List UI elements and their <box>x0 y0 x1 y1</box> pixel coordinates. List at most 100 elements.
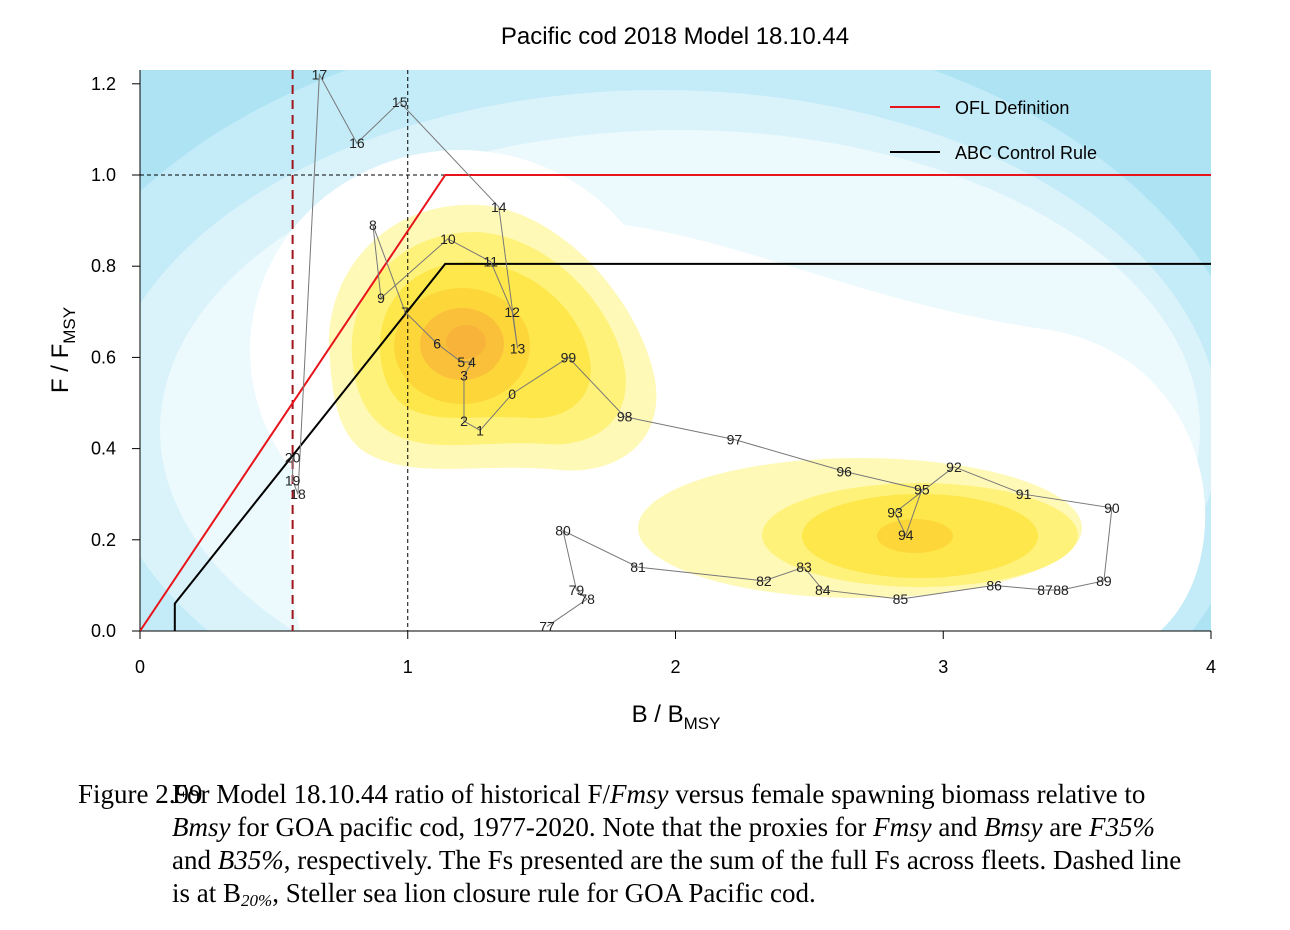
legend: OFL Definition ABC Control Rule <box>890 98 1097 163</box>
y-tick-label: 1.0 <box>91 165 116 185</box>
caption-figure-number: Figure 2.99 <box>78 779 203 809</box>
point-label: 80 <box>555 523 571 539</box>
caption-italic: Bmsy <box>172 812 231 842</box>
point-label: 85 <box>893 591 909 607</box>
point-label: 91 <box>1016 486 1032 502</box>
y-tick-label: 0.2 <box>91 530 116 550</box>
point-label: 99 <box>561 349 577 365</box>
point-label: 19 <box>285 473 301 489</box>
point-label: 90 <box>1104 500 1120 516</box>
caption-italic: Fmsy <box>609 779 669 809</box>
trajectory-line <box>292 72 1113 627</box>
point-label: 86 <box>986 577 1002 593</box>
point-label: 78 <box>579 591 595 607</box>
svg-text:B / BMSY: B / BMSY <box>632 701 721 733</box>
x-tick-label: 0 <box>135 657 145 677</box>
point-label: 11 <box>483 254 498 270</box>
caption-line-2: Bmsy for GOA pacific cod, 1977-2020. Not… <box>172 811 1272 844</box>
point-label: 79 <box>569 582 585 598</box>
svg-text:F / FMSY: F / FMSY <box>47 307 79 393</box>
point-label: 2 <box>460 413 468 429</box>
caption-text: are <box>1042 812 1089 842</box>
caption-italic: Bmsy <box>984 812 1043 842</box>
y-tick-label: 0.8 <box>91 256 116 276</box>
x-axis-label-sub: MSY <box>684 714 721 733</box>
point-label: 18 <box>290 486 306 502</box>
trajectory <box>292 72 1113 627</box>
point-label: 17 <box>312 67 328 83</box>
point-label: 13 <box>510 340 526 356</box>
legend-ofl-label: OFL Definition <box>955 98 1069 118</box>
legend-abc-label: ABC Control Rule <box>955 143 1097 163</box>
point-label: 20 <box>285 450 301 466</box>
point-label: 83 <box>796 559 812 575</box>
point-label: 97 <box>727 431 743 447</box>
point-label: 96 <box>836 463 852 479</box>
point-label: 89 <box>1096 573 1112 589</box>
point-label: 0 <box>508 386 516 402</box>
x-axis-label-main: B / B <box>632 701 684 728</box>
point-label: 81 <box>630 559 646 575</box>
point-label: 77 <box>539 618 555 634</box>
caption-line-3: and B35%, respectively. The Fs presented… <box>172 844 1272 877</box>
caption-text: is at B <box>172 878 242 908</box>
point-label: 9 <box>377 290 385 306</box>
point-label: 16 <box>349 135 365 151</box>
x-tick-label: 2 <box>670 657 680 677</box>
caption-italic: B35% <box>217 845 284 875</box>
caption-italic: F35% <box>1089 812 1155 842</box>
y-axis-label-main: F / F <box>47 344 74 393</box>
point-label: 98 <box>617 409 633 425</box>
x-tick-label: 4 <box>1206 657 1216 677</box>
caption-italic: Fmsy <box>873 812 932 842</box>
point-label: 3 <box>460 368 468 384</box>
point-label: 93 <box>887 504 903 520</box>
y-tick-label: 0.6 <box>91 347 116 367</box>
chart-title: Pacific cod 2018 Model 18.10.44 <box>501 23 849 50</box>
caption-line-4: is at B20%, Steller sea lion closure rul… <box>172 877 1272 917</box>
point-label: 12 <box>504 304 520 320</box>
caption-text: and <box>931 812 985 842</box>
x-axis-ticks: 0 1 2 3 4 <box>135 631 1216 677</box>
density-contours-late <box>638 458 1082 598</box>
y-axis-label: F / FMSY <box>47 307 79 393</box>
x-tick-label: 3 <box>938 657 948 677</box>
caption-text: versus female spawning biomass relative … <box>668 779 1146 809</box>
caption-line-1: For Model 18.10.44 ratio of historical F… <box>172 778 1272 811</box>
point-label: 10 <box>440 231 456 247</box>
point-label: 1 <box>476 422 484 438</box>
caption-italic-subscript: 20% <box>241 891 273 910</box>
caption-text: For Model 18.10.44 ratio of historical F… <box>172 779 610 809</box>
y-axis-label-sub: MSY <box>60 307 79 344</box>
y-tick-label: 0.4 <box>91 439 116 459</box>
point-label: 87 <box>1037 582 1053 598</box>
y-tick-label: 1.2 <box>91 74 116 94</box>
ofl-definition-line <box>140 174 1211 631</box>
x-tick-label: 1 <box>403 657 413 677</box>
caption-text: for GOA pacific cod, 1977-2020. Note tha… <box>230 812 874 842</box>
caption-text: and <box>172 845 218 875</box>
point-label: 94 <box>898 527 914 543</box>
point-label: 88 <box>1053 582 1069 598</box>
abc-control-rule-line <box>173 262 1211 631</box>
point-label: 4 <box>468 354 476 370</box>
point-label: 82 <box>756 573 772 589</box>
point-label: 14 <box>491 199 507 215</box>
y-axis-ticks: 0.0 0.2 0.4 0.6 0.8 1.0 1.2 <box>91 74 140 641</box>
point-label: 6 <box>433 336 441 352</box>
point-label: 5 <box>457 354 465 370</box>
x-axis-label: B / BMSY <box>632 701 721 733</box>
point-label: 8 <box>369 217 377 233</box>
y-tick-label: 0.0 <box>91 621 116 641</box>
control-rules <box>140 174 1211 631</box>
point-label: 95 <box>914 482 930 498</box>
point-label: 92 <box>946 459 962 475</box>
caption-text: , Steller sea lion closure rule for GOA … <box>272 878 816 908</box>
caption-text: , respectively. The Fs presented are the… <box>283 845 1182 875</box>
point-label: 84 <box>815 582 831 598</box>
point-label: 7 <box>401 304 409 320</box>
point-label: 15 <box>392 94 408 110</box>
